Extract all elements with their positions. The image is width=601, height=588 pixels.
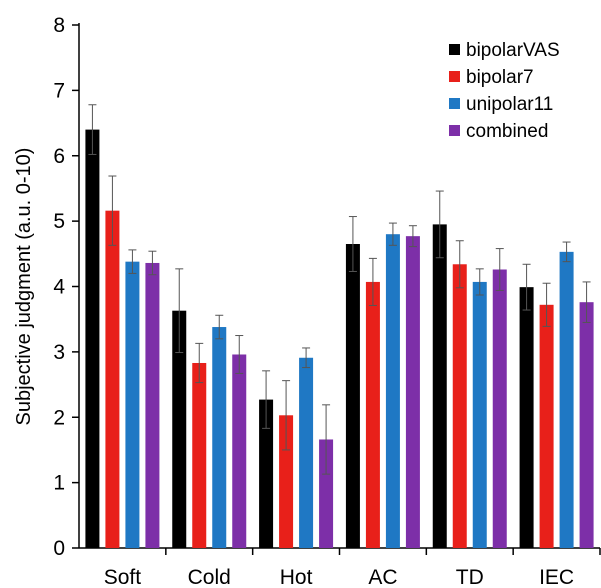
- chart-error-bars: [88, 104, 591, 475]
- y-tick-label: 5: [53, 210, 65, 233]
- y-tick-label: 1: [53, 472, 65, 495]
- chart-legend: bipolarVAS bipolar7 unipolar11 combined: [449, 40, 560, 142]
- error-bar: [195, 342, 204, 384]
- error-bar: [262, 370, 271, 429]
- bar-combined: [232, 354, 247, 548]
- error-bar: [475, 268, 484, 296]
- error-bar: [522, 263, 531, 311]
- bar-bipolarVAS: [345, 244, 360, 548]
- x-category-label: Cold: [188, 566, 231, 588]
- y-tick-label: 7: [53, 79, 65, 102]
- error-bar: [542, 282, 551, 327]
- error-bar: [388, 222, 397, 246]
- bar-bipolar7: [365, 281, 380, 548]
- error-bar: [495, 248, 504, 291]
- x-axis-categories: Soft Cold Hot AC TD IEC: [104, 548, 601, 588]
- bar-bipolarVAS: [259, 399, 274, 548]
- bar-combined: [319, 439, 334, 548]
- y-axis-ticks: 0 1 2 3 4 5 6 7 8: [53, 14, 79, 560]
- error-bar: [322, 404, 331, 475]
- error-bar: [282, 380, 291, 451]
- x-category-label: Hot: [280, 566, 313, 588]
- bar-bipolar7: [279, 415, 294, 548]
- y-tick-label: 4: [53, 276, 65, 299]
- bar-bipolarVAS: [519, 287, 534, 548]
- bar-unipolar11: [125, 261, 140, 548]
- bar-bipolarVAS: [432, 224, 447, 549]
- y-tick-label: 3: [53, 341, 65, 364]
- legend-swatch-unipolar11: [449, 98, 460, 109]
- bar-combined: [145, 262, 160, 548]
- bar-unipolar11: [472, 281, 487, 548]
- bar-unipolar11: [212, 327, 227, 548]
- error-bar: [128, 249, 137, 274]
- bar-bipolar7: [539, 304, 554, 548]
- legend-label-bipolarVAS: bipolarVAS: [466, 40, 560, 61]
- bar-bipolarVAS: [172, 310, 187, 548]
- legend-swatch-combined: [449, 125, 460, 136]
- error-bar: [455, 240, 464, 289]
- error-bar: [235, 335, 244, 374]
- bar-bipolar7: [452, 264, 467, 548]
- error-bar: [302, 347, 311, 369]
- y-tick-label: 6: [53, 145, 65, 168]
- bar-unipolar11: [299, 357, 314, 548]
- chart-bars: [85, 129, 594, 549]
- error-bar: [408, 225, 417, 248]
- error-bar: [582, 281, 591, 323]
- x-category-label: TD: [456, 566, 484, 588]
- x-category-label: Soft: [104, 566, 142, 588]
- bar-bipolar7: [192, 362, 207, 548]
- error-bar: [368, 257, 377, 306]
- y-tick-label: 0: [53, 537, 65, 560]
- legend-label-bipolar7: bipolar7: [466, 67, 534, 88]
- error-bar: [108, 175, 117, 246]
- bar-bipolarVAS: [85, 129, 100, 548]
- error-bar: [148, 250, 157, 276]
- bar-combined: [405, 236, 420, 548]
- y-tick-label: 2: [53, 406, 65, 429]
- bar-bipolar7: [105, 210, 120, 549]
- legend-swatch-bipolarVAS: [449, 44, 460, 55]
- error-bar: [215, 314, 224, 340]
- legend-swatch-bipolar7: [449, 71, 460, 82]
- bar-combined: [492, 269, 507, 548]
- bar-unipolar11: [559, 251, 574, 548]
- error-bar: [435, 190, 444, 259]
- x-category-label: AC: [368, 566, 397, 588]
- error-bar: [88, 104, 97, 155]
- legend-label-combined: combined: [466, 121, 548, 142]
- x-category-label: IEC: [539, 566, 574, 588]
- error-bar: [348, 216, 357, 272]
- error-bar: [562, 241, 571, 263]
- error-bar: [175, 268, 184, 354]
- y-axis-title: Subjective judgment (a.u. 0-10): [13, 148, 35, 426]
- y-tick-label: 8: [53, 14, 65, 37]
- bar-combined: [579, 302, 594, 548]
- legend-label-unipolar11: unipolar11: [466, 94, 553, 115]
- bar-unipolar11: [385, 234, 400, 548]
